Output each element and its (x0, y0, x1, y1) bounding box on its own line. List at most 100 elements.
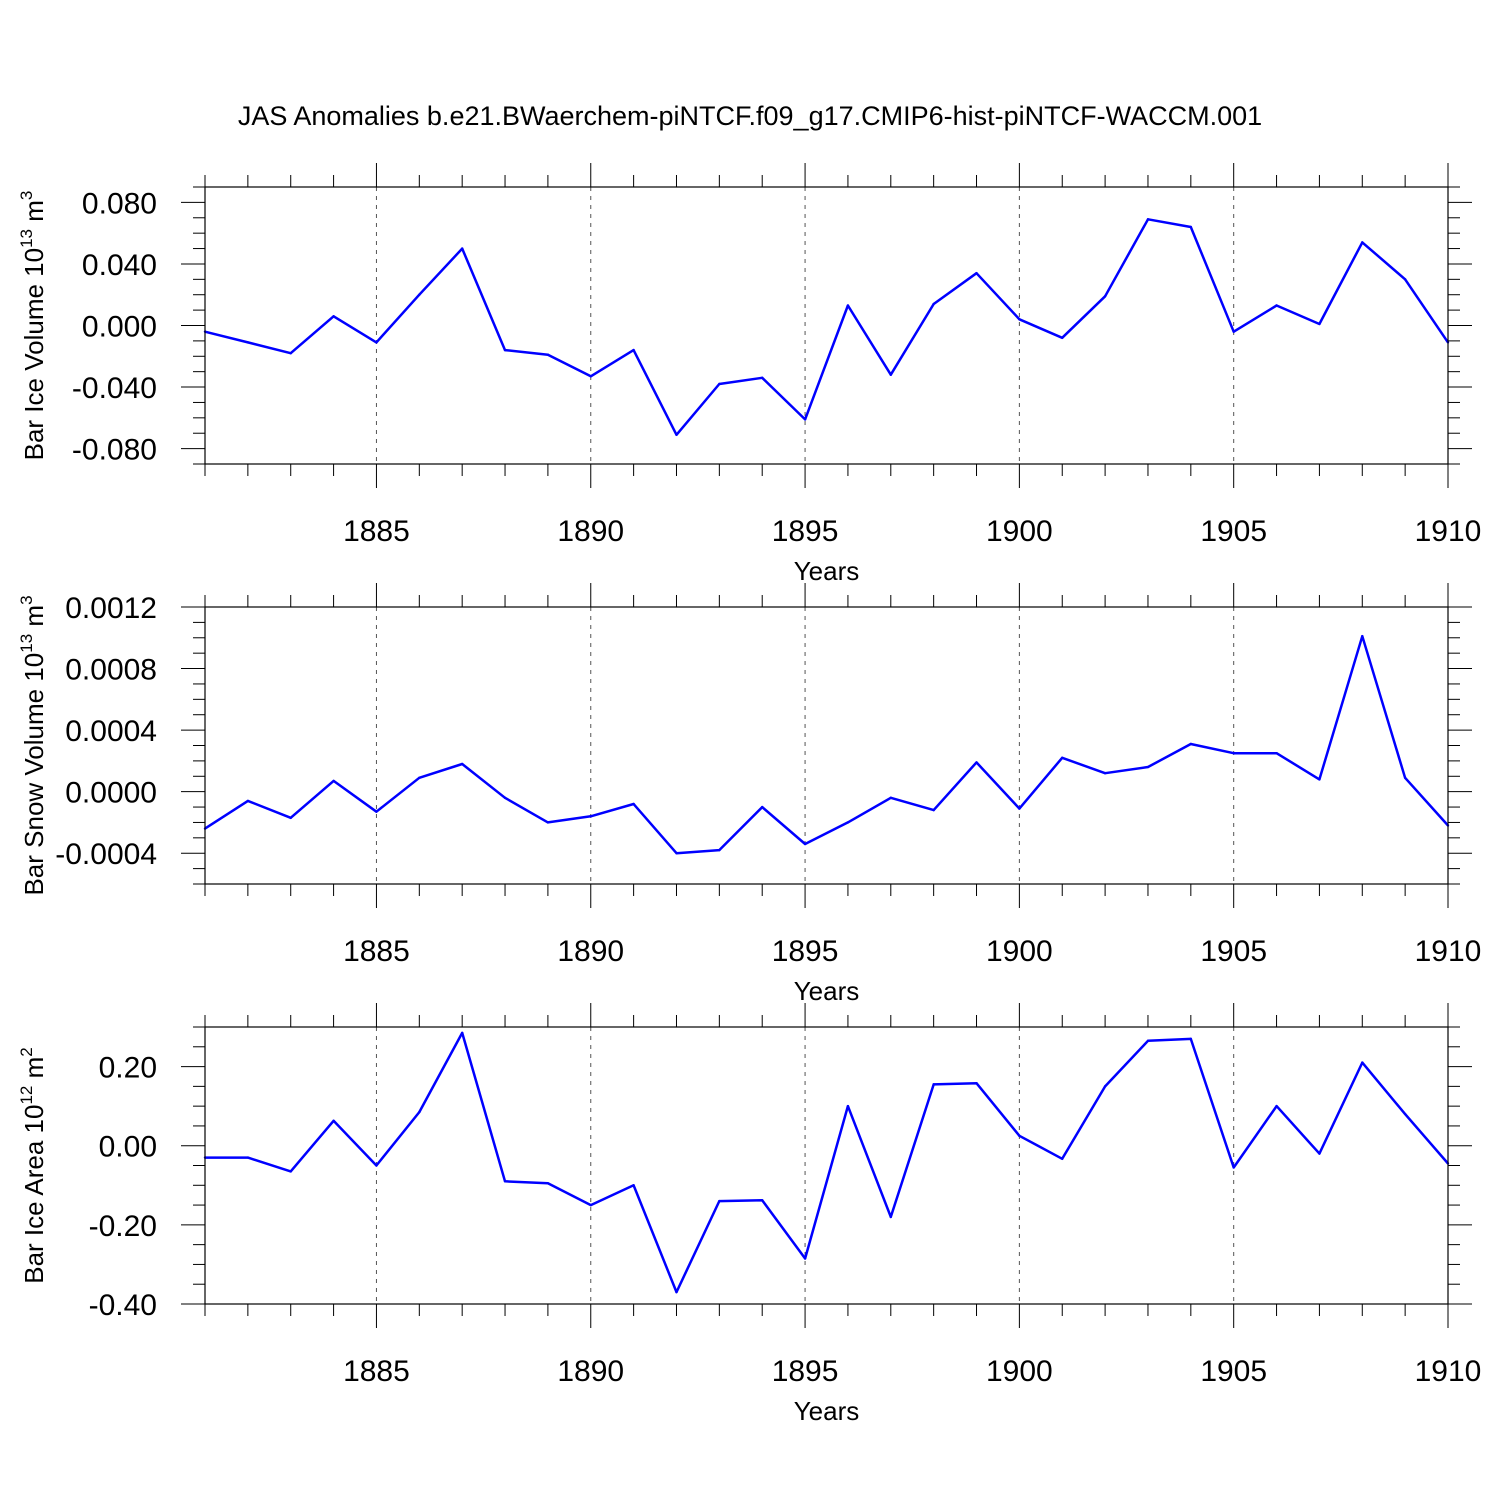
data-point (289, 352, 292, 355)
x-tick-label: 1910 (1415, 515, 1482, 548)
data-point (503, 1180, 507, 1183)
data-point (246, 341, 250, 344)
data-point (1318, 1152, 1321, 1155)
x-tick-label: 1890 (557, 1355, 624, 1388)
series-line-snow-volume (204, 634, 1449, 855)
y-tick-label: -0.40 (89, 1289, 157, 1322)
data-point (975, 271, 978, 275)
x-tick-label: 1885 (343, 515, 410, 548)
y-tick-label: -0.0004 (55, 838, 157, 871)
data-point (1018, 318, 1021, 321)
x-tick-label: 1885 (343, 1355, 410, 1388)
data-point (418, 293, 421, 296)
x-tick-label: 1905 (1200, 1355, 1267, 1388)
y-axis-title: Bar Ice Volume 1013 m3 (17, 191, 49, 461)
x-tick-label: 1895 (772, 515, 839, 548)
plot-frame (204, 186, 1449, 465)
data-point (1232, 330, 1235, 333)
data-point (846, 304, 850, 307)
data-point (289, 1170, 292, 1173)
y-axis-title: Bar Ice Area 1012 m2 (17, 1047, 49, 1284)
data-point (761, 376, 764, 380)
data-point (246, 1156, 250, 1159)
panel-ice-area: -0.40 -0.20 0.00 0.20 1885 1890 1895 1900 1905 19… (17, 1003, 1481, 1426)
panel-ice-volume: -0.080 -0.040 0.000 0.040 0.080 1885 1890 1895 1… (17, 163, 1481, 586)
y-tick-label: 0.000 (82, 311, 157, 344)
data-point (1275, 1104, 1278, 1108)
plot-frame (204, 1026, 1449, 1305)
y-tick-label: 0.080 (82, 187, 157, 220)
data-point (546, 1182, 550, 1185)
data-point (718, 848, 721, 852)
chart-title: JAS Anomalies b.e21.BWaerchem-piNTCF.f09… (238, 101, 1262, 131)
data-point (503, 348, 507, 352)
y-tick-label: -0.20 (89, 1210, 157, 1243)
x-axis-title: Years (794, 1396, 860, 1426)
data-point (375, 341, 378, 344)
data-point (803, 418, 807, 421)
data-point (932, 1083, 935, 1086)
data-point (418, 776, 421, 780)
data-point (675, 1290, 678, 1294)
data-point (632, 802, 635, 806)
y-tick-label: -0.040 (72, 372, 157, 405)
y-tick-label: 0.00 (99, 1131, 157, 1164)
data-point (1361, 1061, 1364, 1064)
data-point (1103, 772, 1107, 775)
data-point (246, 799, 250, 803)
data-point (332, 315, 335, 318)
data-point (1403, 1112, 1407, 1116)
x-tick-label: 1900 (986, 935, 1053, 968)
series-line-ice-volume (204, 218, 1450, 437)
data-point (675, 433, 678, 436)
data-point (1061, 756, 1064, 760)
data-point (889, 796, 892, 800)
data-point (1318, 322, 1321, 326)
data-point (1403, 776, 1407, 780)
data-point (460, 1031, 464, 1035)
panel-snow-volume: -0.0004 0.0000 0.0004 0.0008 0.0012 1885 1890 1… (17, 583, 1481, 1006)
data-point (632, 348, 635, 352)
data-point (1275, 751, 1278, 755)
data-point (589, 1203, 592, 1207)
data-point (546, 353, 550, 356)
x-axis-title: Years (794, 556, 860, 586)
data-point (675, 852, 678, 855)
data-point (418, 1110, 421, 1114)
data-point (332, 779, 335, 783)
x-tick-label: 1885 (343, 935, 410, 968)
y-axis-title: Bar Snow Volume 1013 m3 (17, 595, 49, 895)
plot-frame (204, 606, 1449, 885)
data-point (932, 302, 935, 306)
x-tick-label: 1905 (1200, 935, 1267, 968)
y-tick-label: 0.0000 (65, 777, 157, 810)
data-point (718, 382, 721, 386)
data-point (1189, 1037, 1193, 1041)
data-point (460, 762, 464, 766)
x-tick-label: 1895 (772, 1355, 839, 1388)
data-point (589, 815, 592, 818)
data-point (1061, 336, 1064, 340)
y-tick-label: 0.0012 (65, 592, 157, 625)
data-point (1232, 1166, 1235, 1169)
y-tick-label: 0.0008 (65, 654, 157, 687)
x-axis-title: Years (794, 976, 860, 1006)
data-point (803, 1257, 807, 1260)
data-point (1018, 807, 1021, 810)
series-line-ice-area (205, 1031, 1449, 1294)
x-tick-label: 1910 (1415, 935, 1482, 968)
data-point (1318, 778, 1321, 781)
data-point (546, 821, 550, 824)
data-point (1146, 765, 1150, 769)
data-point (1146, 1039, 1150, 1043)
data-point (632, 1184, 635, 1187)
data-point (718, 1199, 721, 1203)
data-point (1018, 1134, 1021, 1138)
data-point (1361, 635, 1364, 638)
data-point (375, 1164, 378, 1167)
data-point (1061, 1157, 1064, 1160)
data-point (1103, 1085, 1107, 1088)
data-point (1361, 241, 1364, 244)
data-point (1189, 225, 1193, 229)
data-point (761, 1199, 764, 1202)
